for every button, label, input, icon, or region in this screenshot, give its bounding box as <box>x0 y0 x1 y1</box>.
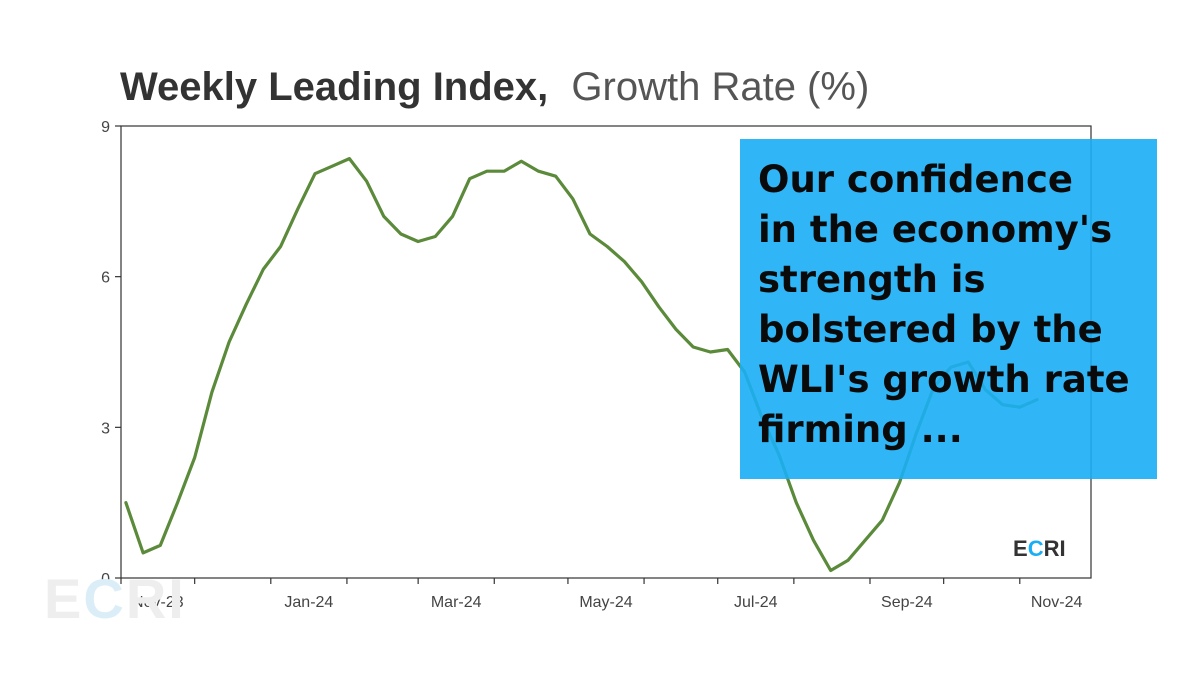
x-tick-label: Mar-24 <box>431 594 482 611</box>
callout-line: bolstered by the <box>758 308 1103 351</box>
y-tick-label: 6 <box>101 270 110 287</box>
x-tick-label: Jul-24 <box>734 594 778 611</box>
callout-line: Our confidence <box>758 158 1073 201</box>
callout-line: strength is <box>758 258 986 301</box>
chart-title-light: Growth Rate (%) <box>571 65 869 109</box>
y-tick-label: 0 <box>101 571 110 588</box>
chart-title-bold: Weekly Leading Index, <box>120 65 548 109</box>
x-tick-label: Jan-24 <box>284 594 333 611</box>
chart-title: Weekly Leading Index, Growth Rate (%) <box>120 65 869 109</box>
x-tick-label: Nov-24 <box>1031 594 1083 611</box>
x-tick-label: Sep-24 <box>881 594 933 611</box>
x-tick-label: Nov-23 <box>132 594 184 611</box>
series-line <box>124 157 1039 573</box>
y-tick-label: 3 <box>101 420 110 437</box>
ecri-watermark: ECRI <box>44 567 186 630</box>
axis-ticks: 0 3 6 9 Nov-23 Jan-24 Mar-24 May-24 Jul-24 Sep-24… <box>101 119 1082 611</box>
callout-line: in the economy's <box>758 208 1113 251</box>
callout-line: WLI's growth rate <box>758 358 1130 401</box>
ecri-logo: ECRI <box>1013 536 1066 561</box>
y-tick-label: 9 <box>101 119 110 136</box>
callout-line: firming ... <box>758 408 963 451</box>
x-tick-label: May-24 <box>579 594 632 611</box>
callout-box: Our confidence in the economy's strength i… <box>740 139 1157 479</box>
callout-text: Our confidence in the economy's strength i… <box>758 155 1143 455</box>
